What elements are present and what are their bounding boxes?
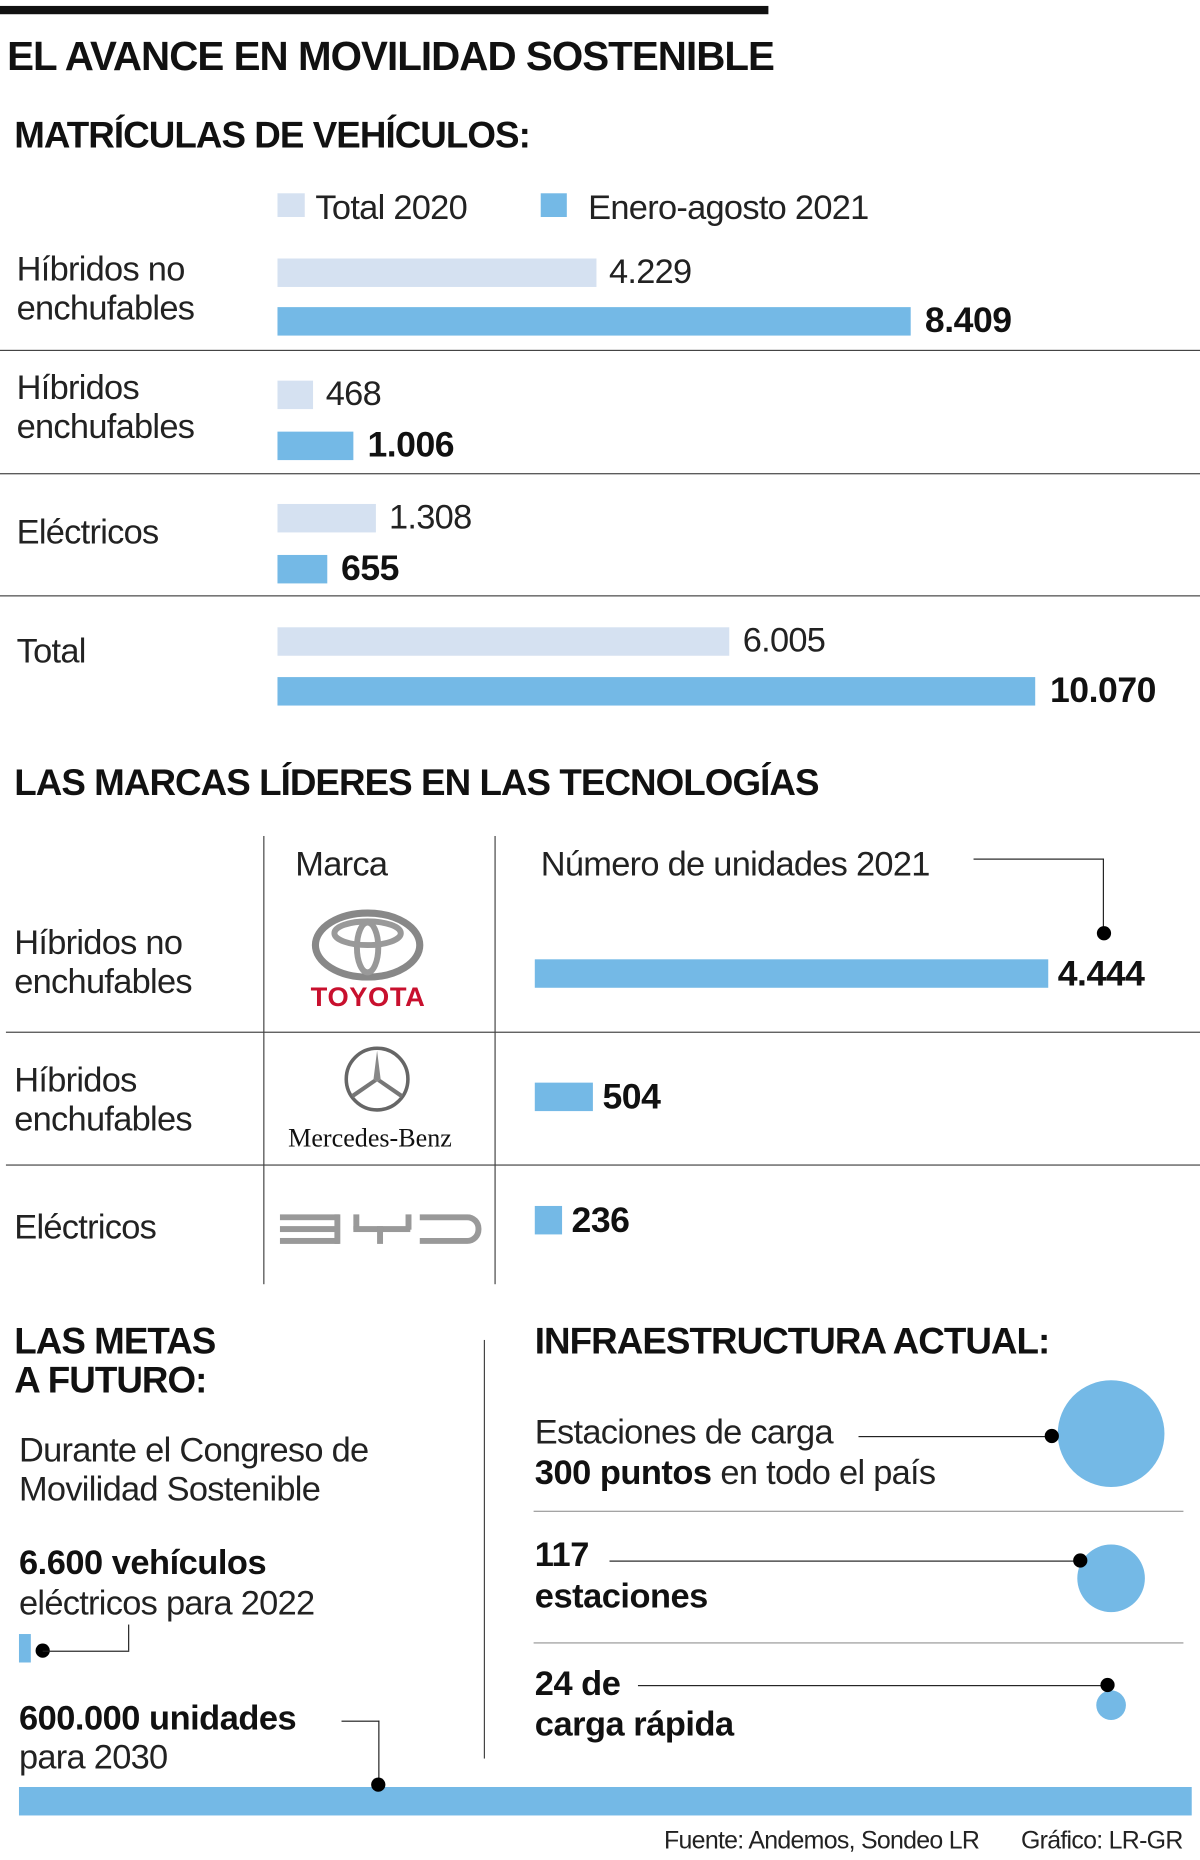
bar-2020 (277, 627, 730, 656)
metas-intro-line2: Movilidad Sostenible (18, 1470, 321, 1509)
brand-units-label: 504 (602, 1077, 661, 1118)
column-divider (483, 1339, 485, 1759)
connector-line (42, 1650, 130, 1652)
infra-item-2-line2: estaciones (534, 1577, 709, 1616)
goal-2030-bold: 600.000 unidades (18, 1699, 297, 1738)
metas-title-line2: A FUTURO: (14, 1359, 207, 1402)
row-divider (5, 1031, 1200, 1033)
top-rule (0, 5, 769, 15)
bar-2021 (277, 554, 327, 584)
metas-intro-line1: Durante el Congreso de (18, 1431, 369, 1470)
category-label: Híbridos (14, 1061, 137, 1100)
infra-title: INFRAESTRUCTURA ACTUAL: (534, 1320, 1050, 1362)
infra-circle-117 (1077, 1544, 1145, 1613)
category-label: Híbridos no (16, 250, 186, 289)
bar-2021 (277, 307, 911, 336)
infra-item-3-bold: 24 de (534, 1665, 621, 1704)
value-label-2021: 10.070 (1049, 671, 1156, 711)
legend-label-2021: Enero-agosto 2021 (588, 189, 869, 228)
value-label-2020: 1.308 (388, 498, 472, 537)
row-divider (533, 1642, 1184, 1644)
column-header-marca: Marca (295, 846, 388, 885)
main-title: EL AVANCE EN MOVILIDAD SOSTENIBLE (7, 34, 775, 80)
infra-item-1-line2: 300 puntos en todo el país (534, 1454, 936, 1493)
category-label: enchufables (14, 963, 192, 1002)
category-label: enchufables (14, 1101, 192, 1139)
goal-2030-bar (18, 1787, 1192, 1816)
row-divider (0, 349, 1200, 351)
connector-line (341, 1720, 380, 1722)
value-label-2020: 468 (325, 375, 382, 414)
category-label: enchufables (16, 289, 195, 328)
value-label-2021: 8.409 (924, 301, 1012, 341)
section-title-matriculas: MATRÍCULAS DE VEHÍCULOS: (14, 114, 531, 156)
goal-2030-text: para 2030 (18, 1738, 168, 1777)
row-divider (0, 595, 1200, 597)
toyota-logo-icon (311, 909, 425, 981)
connector-line (609, 1560, 1081, 1562)
connector-line (378, 1720, 380, 1785)
infra-item-1-rest: en todo el país (711, 1454, 936, 1493)
category-label: Híbridos (16, 369, 140, 408)
mercedes-wordmark: Mercedes-Benz (288, 1122, 452, 1153)
connector-line (973, 858, 1104, 860)
goal-2022-bold: 6.600 vehículos (18, 1544, 267, 1583)
bar-2021 (277, 431, 354, 461)
infra-circle-24 (1096, 1690, 1126, 1721)
connector-dot (1073, 1553, 1088, 1568)
row-divider (5, 1164, 1200, 1166)
infra-circle-300 (1057, 1380, 1165, 1487)
infra-item-3-line2: carga rápida (534, 1705, 734, 1744)
infra-item-1-line1: Estaciones de carga (534, 1414, 834, 1453)
connector-line (858, 1436, 1052, 1438)
bar-2021 (277, 677, 1036, 706)
value-label-2020: 6.005 (742, 621, 826, 660)
connector-dot (1100, 1677, 1115, 1693)
connector-dot (1044, 1428, 1059, 1444)
legend-swatch-2020 (277, 193, 305, 218)
column-divider (494, 835, 496, 1285)
section-title-marcas: LAS MARCAS LÍDERES EN LAS TECNOLOGÍAS (14, 761, 819, 804)
category-label: Eléctricos (16, 514, 160, 552)
column-divider (263, 835, 265, 1285)
connector-line (637, 1685, 1108, 1687)
category-label: Híbridos no (14, 924, 183, 963)
brand-units-bar (534, 959, 1049, 988)
brand-units-bar (534, 1205, 563, 1235)
bar-2020 (277, 503, 376, 533)
byd-logo-icon (279, 1214, 484, 1245)
value-label-2020: 4.229 (608, 253, 692, 292)
metas-title-line1: LAS METAS (14, 1320, 216, 1362)
connector-dot (371, 1777, 386, 1792)
goal-2022-text: eléctricos para 2022 (18, 1584, 315, 1623)
category-label: Total (16, 632, 87, 671)
legend-swatch-2021 (540, 193, 567, 218)
row-divider (0, 473, 1200, 475)
infra-item-2-bold: 117 (534, 1536, 590, 1575)
value-label-2021: 1.006 (367, 425, 455, 465)
legend-label-2020: Total 2020 (315, 189, 468, 228)
bar-2020 (277, 380, 313, 410)
value-label-2021: 655 (341, 549, 399, 589)
credit-text: Gráfico: LR-GR (1020, 1827, 1183, 1855)
brand-units-bar (534, 1082, 594, 1112)
source-text: Fuente: Andemos, Sondeo LR (664, 1827, 980, 1855)
brand-units-label: 4.444 (1057, 954, 1145, 994)
bar-2020 (277, 258, 596, 287)
column-header-unidades: Número de unidades 2021 (540, 846, 931, 885)
infra-item-1-bold: 300 puntos (534, 1454, 712, 1493)
connector-dot (1096, 926, 1112, 941)
row-divider (533, 1510, 1184, 1512)
category-label: Eléctricos (14, 1208, 157, 1247)
connector-line (128, 1624, 130, 1651)
goal-2022-bar (18, 1634, 31, 1663)
category-label: enchufables (16, 408, 195, 447)
brand-units-label: 236 (571, 1201, 630, 1241)
mercedes-star-icon (343, 1045, 412, 1114)
connector-line (1102, 858, 1104, 934)
toyota-wordmark: TOYOTA (310, 981, 426, 1013)
